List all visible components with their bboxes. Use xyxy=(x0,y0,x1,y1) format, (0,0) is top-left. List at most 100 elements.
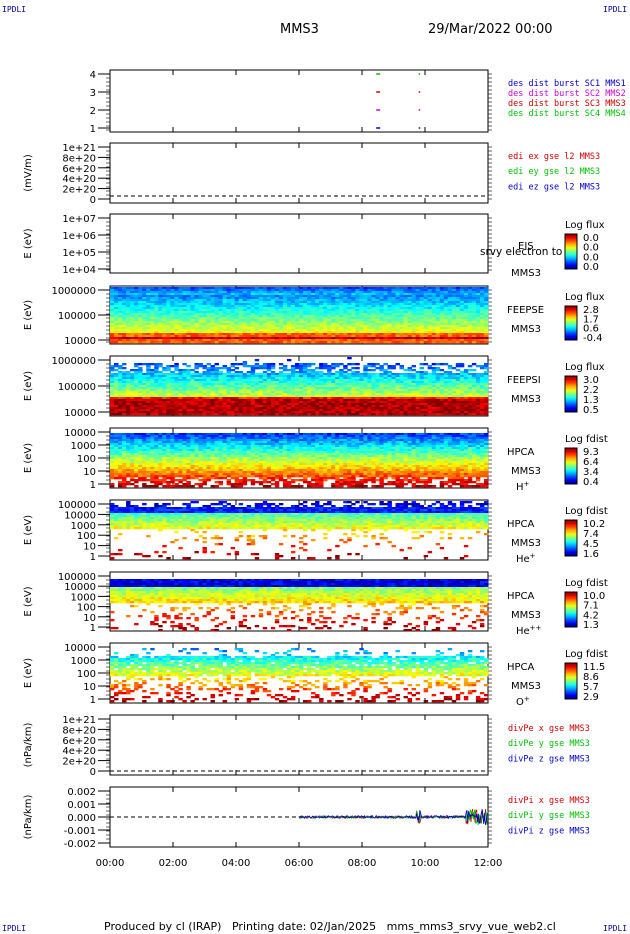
spectrogram-cell xyxy=(222,299,228,302)
spectrogram-cell xyxy=(170,397,175,400)
spectrogram-cell xyxy=(222,291,228,294)
spectrogram-cell xyxy=(375,321,380,324)
spectrogram-cell xyxy=(415,289,421,292)
spectrogram-cell xyxy=(182,327,187,330)
spectrogram-cell xyxy=(347,363,352,366)
spectrogram-cell xyxy=(178,289,183,292)
spectrogram-cell xyxy=(166,381,171,384)
spectrogram-cell xyxy=(154,313,159,316)
spectrogram-cell xyxy=(327,389,332,392)
spectrogram-cell xyxy=(347,325,352,328)
spectrogram-cell xyxy=(399,317,404,320)
spectrogram-cell xyxy=(455,329,461,332)
spectrogram-cell xyxy=(339,409,344,412)
spectrogram-cell xyxy=(178,407,183,410)
spectrogram-cell xyxy=(186,291,191,294)
spectrogram-cell xyxy=(246,295,252,298)
spectrogram-cell xyxy=(395,319,400,322)
spectrogram-cell xyxy=(170,295,175,298)
spectrogram-cell xyxy=(455,303,461,306)
spectrogram-cell xyxy=(242,331,248,334)
spectrogram-cell xyxy=(447,319,453,322)
spectrogram-cell xyxy=(475,323,481,326)
spectrogram-cell xyxy=(158,405,163,408)
spectrogram-cell xyxy=(270,381,276,384)
spectrogram-cell xyxy=(262,409,268,412)
spectrogram-cell xyxy=(202,337,207,340)
spectrogram-cell xyxy=(286,339,292,342)
spectrogram-cell xyxy=(266,333,272,336)
spectrogram-cell xyxy=(214,291,219,294)
spectrogram-cell xyxy=(475,391,481,394)
spectrogram-cell xyxy=(166,401,171,404)
spectrogram-cell xyxy=(194,311,199,314)
spectrogram-cell xyxy=(431,379,437,382)
spectrogram-cell xyxy=(427,381,433,384)
spectrogram-cell xyxy=(319,373,324,376)
spectrogram-cell xyxy=(142,311,147,314)
spectrogram-cell xyxy=(258,375,264,378)
spectrogram-cell xyxy=(419,323,425,326)
spectrogram-cell xyxy=(343,373,348,376)
spectrogram-cell xyxy=(210,375,215,378)
spectrogram-cell xyxy=(242,397,248,400)
spectrogram-cell xyxy=(475,327,481,330)
spectrogram-cell xyxy=(307,301,312,304)
spectrogram-cell xyxy=(415,325,421,328)
spectrogram-cell xyxy=(343,337,348,340)
spectrogram-cell xyxy=(126,409,131,412)
spectrogram-cell xyxy=(431,295,437,298)
spectrogram-cell xyxy=(339,405,344,408)
spectrogram-cell xyxy=(395,405,400,408)
spectrogram-cell xyxy=(258,307,264,310)
spectrogram-cell xyxy=(451,397,457,400)
spectrogram-cell xyxy=(134,411,139,414)
spectrogram-cell xyxy=(371,341,376,344)
spectrogram-cell xyxy=(190,317,195,320)
spectrogram-cell xyxy=(391,327,396,330)
spectrogram-cell xyxy=(118,335,123,338)
spectrogram-cell xyxy=(459,311,465,314)
spectrogram-cell xyxy=(190,399,195,402)
spectrogram-cell xyxy=(186,373,191,376)
spectrogram-cell xyxy=(471,293,477,296)
spectrogram-cell xyxy=(182,331,187,334)
spectrogram-cell xyxy=(327,327,332,330)
spectrogram-cell xyxy=(355,289,360,292)
spectrogram-cell xyxy=(439,399,445,402)
spectrogram-cell xyxy=(471,313,477,316)
spectrogram-cell xyxy=(391,287,396,290)
spectrogram-cell xyxy=(174,385,179,388)
spectrogram-cell xyxy=(395,379,400,382)
spectrogram-cell xyxy=(443,371,449,374)
spectrogram-cell xyxy=(359,313,364,316)
spectrogram-cell xyxy=(186,319,191,322)
spectrogram-cell xyxy=(475,299,481,302)
spectrogram-cell xyxy=(395,373,400,376)
spectrogram-cell xyxy=(190,297,195,300)
spectrogram-cell xyxy=(447,401,453,404)
spectrogram-cell xyxy=(234,395,240,398)
spectrogram-cell xyxy=(218,287,223,290)
spectrogram-cell xyxy=(150,313,155,316)
spectrogram-cell xyxy=(158,327,163,330)
spectrogram-cell xyxy=(315,409,320,412)
spectrogram-cell xyxy=(194,323,199,326)
spectrogram-cell xyxy=(463,329,469,332)
spectrogram-cell xyxy=(451,383,457,386)
spectrogram-cell xyxy=(331,383,336,386)
spectrogram-cell xyxy=(122,321,127,324)
spectrogram-cell xyxy=(475,403,481,406)
spectrogram-cell xyxy=(367,323,372,326)
spectrogram-cell xyxy=(166,367,171,370)
spectrogram-cell xyxy=(262,401,268,404)
spectrogram-cell xyxy=(355,327,360,330)
spectrogram-cell xyxy=(431,381,437,384)
spectrogram-cell xyxy=(439,395,445,398)
spectrogram-cell xyxy=(114,335,119,338)
spectrogram-cell xyxy=(315,307,320,310)
spectrogram-cell xyxy=(403,399,408,402)
spectrogram-cell xyxy=(174,301,179,304)
spectrogram-cell xyxy=(194,293,199,296)
spectrogram-cell xyxy=(463,407,469,410)
